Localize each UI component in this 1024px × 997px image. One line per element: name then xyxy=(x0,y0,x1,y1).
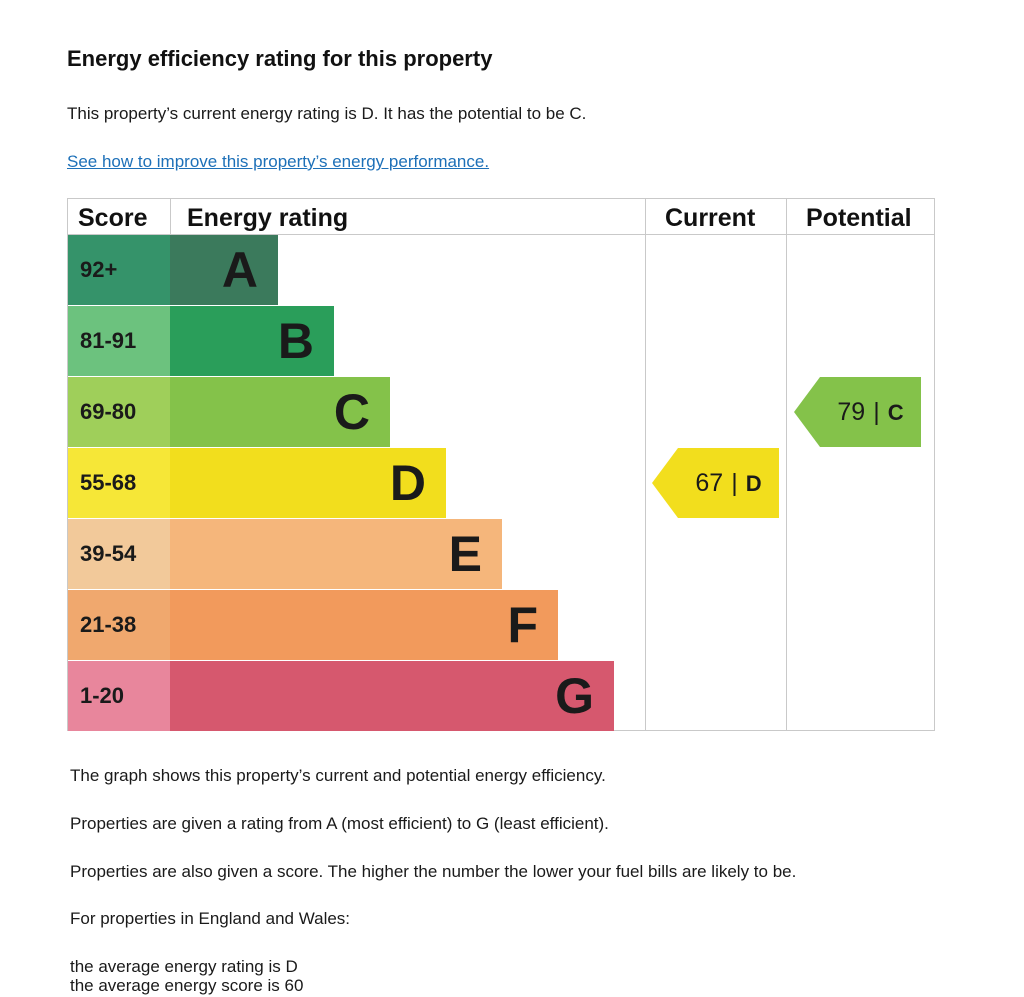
rating-scale-description: Properties are given a rating from A (mo… xyxy=(70,814,609,833)
band-letter-g: G xyxy=(555,668,594,724)
band-letter-a: A xyxy=(221,242,258,298)
average-score: the average energy score is 60 xyxy=(70,976,304,995)
band-bar-e: E xyxy=(170,519,502,589)
score-description: Properties are also given a score. The h… xyxy=(70,862,797,881)
graph-description: The graph shows this property’s current … xyxy=(70,766,606,785)
band-letter-e: E xyxy=(448,526,482,582)
potential-separator: | xyxy=(873,398,880,426)
score-column-header: Score xyxy=(78,204,148,232)
current-column-divider xyxy=(645,199,646,730)
potential-column-header: Potential xyxy=(806,204,912,232)
band-letter-f: F xyxy=(507,597,538,653)
header-divider xyxy=(170,199,171,235)
band-bar-g: G xyxy=(170,661,614,731)
band-bar-d: D xyxy=(170,448,446,518)
improve-performance-link[interactable]: See how to improve this property’s energ… xyxy=(67,152,490,171)
potential-rating-letter: C xyxy=(887,400,904,425)
band-score-g: 1-20 xyxy=(68,661,170,731)
band-letter-b: B xyxy=(277,313,314,369)
band-bar-f: F xyxy=(170,590,558,660)
average-rating: the average energy rating is D xyxy=(70,957,298,976)
band-score-e: 39-54 xyxy=(68,519,170,589)
band-score-a: 92+ xyxy=(68,235,170,305)
band-letter-c: C xyxy=(333,384,370,440)
band-bar-b: B xyxy=(170,306,334,376)
band-bar-c: C xyxy=(170,377,390,447)
current-score: 67 xyxy=(695,469,724,497)
rating-summary: This property’s current energy rating is… xyxy=(67,104,587,123)
current-rating-letter: D xyxy=(745,471,762,496)
page-title: Energy efficiency rating for this proper… xyxy=(67,46,493,71)
band-score-c: 69-80 xyxy=(68,377,170,447)
current-separator: | xyxy=(731,469,738,497)
potential-rating-marker: 79 | C xyxy=(794,377,921,447)
current-column-header: Current xyxy=(665,204,756,232)
energy-rating-column-header: Energy rating xyxy=(187,204,349,232)
band-letter-d: D xyxy=(389,455,426,511)
region-heading: For properties in England and Wales: xyxy=(70,909,351,928)
potential-column-divider xyxy=(786,199,787,730)
band-score-b: 81-91 xyxy=(68,306,170,376)
current-rating-marker: 67 | D xyxy=(652,448,779,518)
band-score-f: 21-38 xyxy=(68,590,170,660)
chart-header-row: Score Energy rating Current Potential xyxy=(68,199,934,235)
band-score-d: 55-68 xyxy=(68,448,170,518)
band-bar-a: A xyxy=(170,235,278,305)
potential-score: 79 xyxy=(837,398,866,426)
energy-rating-chart: Score Energy rating Current Potential 92… xyxy=(67,198,935,731)
